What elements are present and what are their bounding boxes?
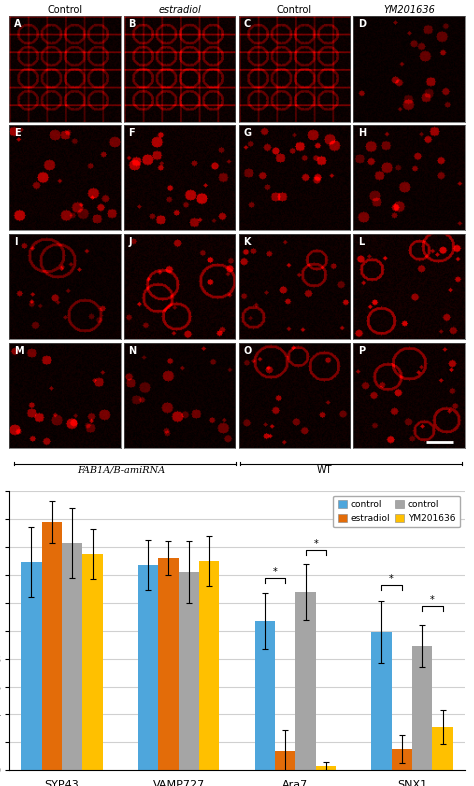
Y-axis label: Ara7: Ara7: [471, 275, 474, 298]
Text: C: C: [243, 19, 250, 29]
Text: J: J: [128, 237, 132, 247]
Bar: [138, 565, 158, 770]
Title: YM201636: YM201636: [383, 5, 435, 15]
Bar: [412, 646, 432, 770]
Bar: [275, 751, 295, 770]
Bar: [82, 554, 103, 770]
Text: N: N: [128, 346, 137, 356]
Legend: control, estradiol, control, YM201636: control, estradiol, control, YM201636: [333, 496, 460, 527]
Text: L: L: [358, 237, 364, 247]
Title: estradiol: estradiol: [158, 5, 201, 15]
Text: *: *: [313, 539, 318, 549]
Title: Control: Control: [277, 5, 312, 15]
Text: M: M: [14, 346, 24, 356]
Text: P: P: [358, 346, 365, 356]
Text: A: A: [14, 19, 21, 29]
Text: *: *: [389, 574, 394, 584]
Text: K: K: [243, 237, 251, 247]
Bar: [392, 749, 412, 770]
Text: D: D: [358, 19, 366, 29]
Text: G: G: [243, 128, 251, 138]
Y-axis label: VAMP727: VAMP727: [471, 155, 474, 200]
Text: I: I: [14, 237, 18, 247]
Bar: [179, 572, 199, 770]
Title: Control: Control: [47, 5, 82, 15]
Text: H: H: [358, 128, 366, 138]
Text: WT: WT: [317, 465, 332, 476]
Bar: [21, 562, 42, 770]
Bar: [316, 766, 336, 770]
Bar: [62, 543, 82, 770]
Y-axis label: SNX1: SNX1: [471, 383, 474, 409]
Text: *: *: [430, 595, 435, 605]
Bar: [295, 592, 316, 770]
Bar: [371, 632, 392, 770]
Bar: [42, 522, 62, 770]
Y-axis label: SYP43: SYP43: [471, 53, 474, 84]
Bar: [432, 727, 453, 770]
Bar: [199, 561, 219, 770]
Text: *: *: [273, 567, 277, 577]
Text: B: B: [128, 19, 136, 29]
Text: FAB1A/B-amiRNA: FAB1A/B-amiRNA: [77, 465, 165, 474]
Bar: [255, 621, 275, 770]
Text: E: E: [14, 128, 20, 138]
Text: F: F: [128, 128, 135, 138]
Bar: [158, 558, 179, 770]
Text: O: O: [243, 346, 251, 356]
